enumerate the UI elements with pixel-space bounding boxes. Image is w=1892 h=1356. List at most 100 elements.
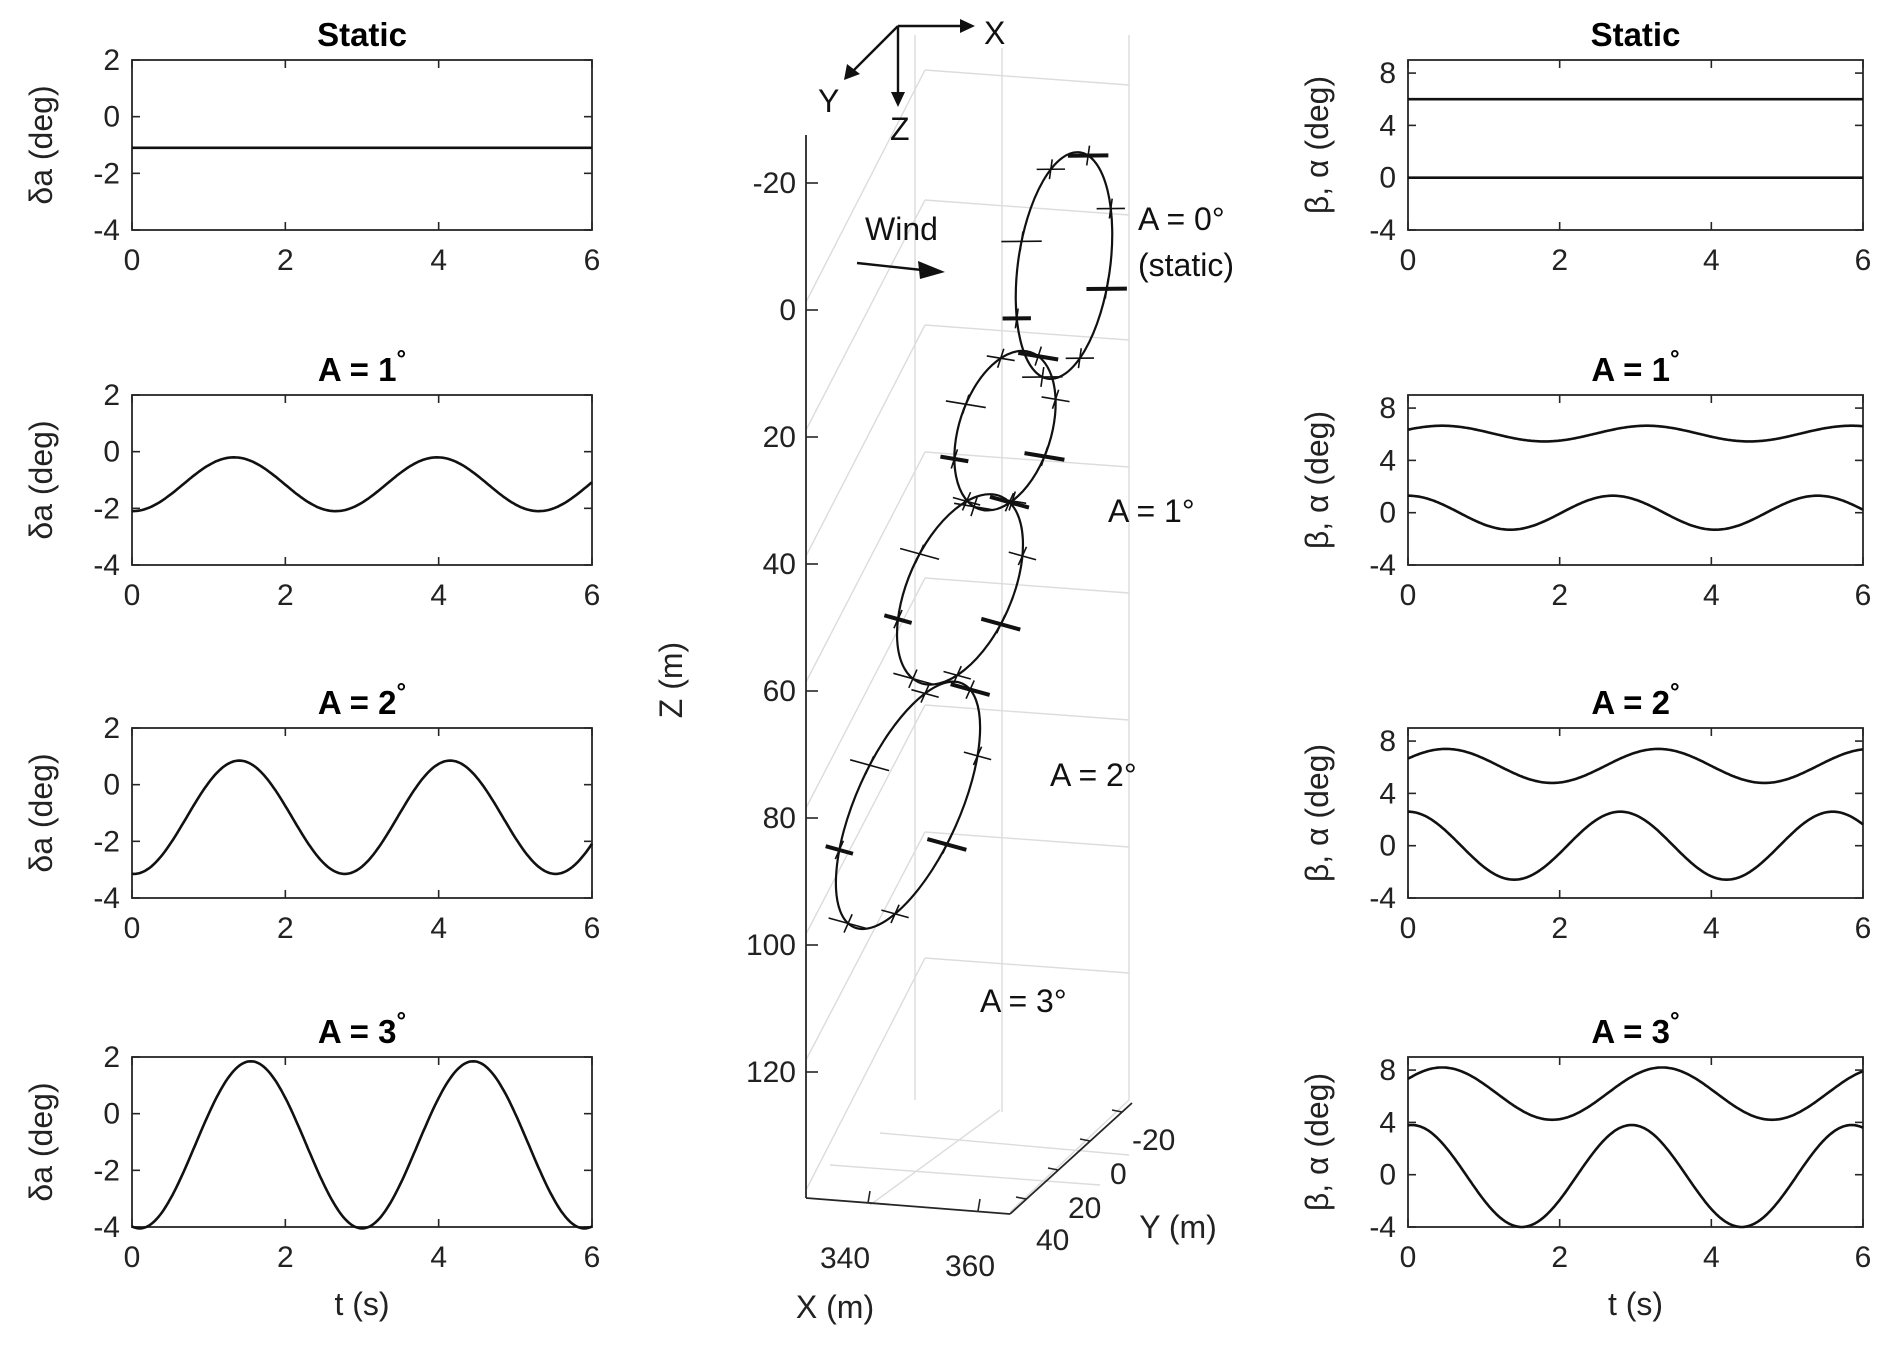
- axes-frame: [131, 394, 593, 566]
- subplot-left-1: A = 1° 0 2 4 6 2 0 -2 -4 δa (deg): [23, 346, 600, 612]
- x-tick-label: 2: [1551, 1241, 1568, 1274]
- x-tick-label: 4: [430, 1241, 447, 1274]
- frame-x-label: X: [984, 15, 1005, 51]
- y-tick-label: 0: [1379, 1159, 1396, 1192]
- subplot-left-0: Static 0 2 4 6 2 0 -2 -4 δa (deg): [23, 16, 600, 277]
- y-tick-label: 20: [1068, 1192, 1101, 1225]
- panel-title: A = 2°: [318, 679, 406, 721]
- axes-frame: [131, 59, 593, 231]
- trajectory-loop-1: [940, 346, 1070, 517]
- y-tick-label: 4: [1379, 444, 1396, 477]
- grid-line: [829, 1164, 1101, 1186]
- x-tick-label: 2: [1551, 244, 1568, 277]
- x-tick-label: 6: [1855, 579, 1872, 612]
- x-tick-label: 0: [124, 1241, 141, 1274]
- grid-line: [805, 831, 926, 1061]
- y-tick-label: 0: [1110, 1158, 1127, 1191]
- y-tick-mark: [1047, 1167, 1059, 1171]
- frame-z-label: Z: [890, 111, 910, 147]
- y-tick-mark: [1111, 1109, 1123, 1113]
- trajectory-loop-2: [883, 491, 1037, 689]
- y-tick-label: 0: [103, 101, 120, 134]
- trajectory-loop-0: [1001, 145, 1127, 387]
- z-tick-label: 80: [763, 802, 796, 835]
- y-frame-arrowhead: [844, 64, 860, 80]
- aircraft-glyph-body: [972, 746, 983, 766]
- aircraft-glyph-body: [1048, 159, 1054, 180]
- aircraft-glyph-body: [843, 913, 853, 933]
- y-tick-label: -4: [1369, 549, 1396, 582]
- axes-frame: [1407, 59, 1864, 231]
- x-tick-label: 6: [584, 579, 601, 612]
- y-axis-title: δa (deg): [23, 753, 59, 872]
- aircraft-glyph-body: [1019, 231, 1024, 252]
- grid-line: [1009, 1099, 1130, 1213]
- axes-frame: [1407, 394, 1864, 566]
- series-line-δa: [131, 455, 593, 513]
- grid-line: [805, 704, 926, 935]
- y-tick-label: 2: [103, 1041, 120, 1074]
- x-frame-arrowhead: [960, 19, 975, 33]
- y-axis-title: β, α (deg): [1299, 1073, 1335, 1211]
- y-tick-label: 8: [1379, 392, 1396, 425]
- y-tick-label: -4: [93, 214, 120, 247]
- grid-line: [924, 831, 1130, 848]
- x-tick-mark: [867, 1190, 871, 1204]
- y-axis-title: δa (deg): [23, 1082, 59, 1201]
- aircraft-glyph-body: [961, 394, 970, 414]
- x-tick-label: 4: [430, 244, 447, 277]
- frame-y-label: Y: [818, 83, 839, 119]
- x-tick-label: 2: [277, 912, 294, 945]
- y-frame-arrow: [851, 25, 899, 73]
- x-tick-label: 2: [1551, 912, 1568, 945]
- x-tick-label: 4: [1703, 579, 1720, 612]
- y-tick-label: -4: [93, 1211, 120, 1244]
- series-line-α: [1408, 494, 1864, 532]
- trajectory-ellipse: [1014, 151, 1114, 381]
- series-line-β: [1407, 1066, 1864, 1122]
- aircraft-glyph-body: [1085, 145, 1091, 166]
- aircraft-glyph-body: [1051, 389, 1060, 410]
- grid-line: [805, 577, 926, 809]
- aircraft-glyph-body: [996, 348, 1005, 368]
- y-tick-label: -4: [93, 882, 120, 915]
- y-tick-label: -2: [93, 1154, 120, 1187]
- aircraft-glyph-body: [995, 614, 1006, 634]
- x-tick-label: 0: [1400, 1241, 1417, 1274]
- grid-line: [805, 199, 926, 431]
- aircraft-glyph-body: [970, 496, 978, 517]
- y-tick-label: 0: [103, 436, 120, 469]
- panel-title: A = 3°: [318, 1008, 406, 1050]
- aircraft-glyph-body: [864, 755, 875, 775]
- panel-title: A = 3°: [1591, 1008, 1679, 1050]
- x-tick-label: 4: [1703, 244, 1720, 277]
- wind-indicator: Wind: [856, 211, 945, 279]
- y-axis-line: [1009, 1102, 1133, 1215]
- x-axis-title: t (s): [1608, 1286, 1663, 1322]
- aircraft-glyph-body: [1104, 278, 1109, 299]
- trajectory-3d-plot: -20 0 20 40 60 80 100 120 340 360 -20 0 …: [653, 15, 1234, 1325]
- aircraft-glyph-body: [1034, 346, 1043, 366]
- panel-title: A = 1°: [1591, 346, 1679, 388]
- y-tick-label: 2: [103, 44, 120, 77]
- y-tick-label: 2: [103, 379, 120, 412]
- z-tick-label: 20: [763, 421, 796, 454]
- x-tick-label: 340: [820, 1242, 870, 1275]
- x-tick-label: 2: [277, 579, 294, 612]
- y-tick-mark: [1015, 1196, 1027, 1200]
- x-tick-label: 6: [584, 1241, 601, 1274]
- x-tick-label: 4: [1703, 1241, 1720, 1274]
- y-tick-label: -4: [1369, 882, 1396, 915]
- y-axis-title: β, α (deg): [1299, 744, 1335, 882]
- y-tick-label: 8: [1379, 57, 1396, 90]
- x-tick-label: 6: [1855, 912, 1872, 945]
- annotation-a1: A = 1°: [1108, 493, 1195, 529]
- wind-arrowhead: [918, 261, 945, 279]
- x-tick-label: 360: [945, 1250, 995, 1283]
- y-tick-label: -2: [93, 825, 120, 858]
- wind-arrow: [856, 261, 923, 272]
- x-tick-label: 6: [584, 244, 601, 277]
- series-line-δa: [131, 1060, 593, 1230]
- panel-title: A = 2°: [1591, 679, 1679, 721]
